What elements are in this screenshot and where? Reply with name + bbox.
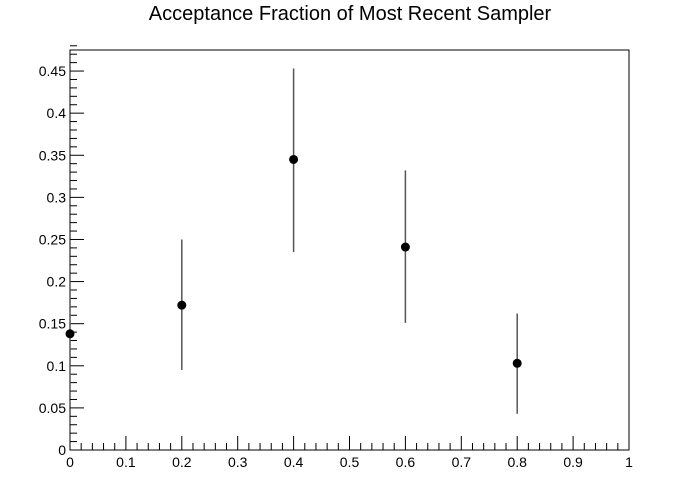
- chart-title: Acceptance Fraction of Most Recent Sampl…: [148, 3, 552, 25]
- data-point: [65, 329, 75, 339]
- y-tick-label: 0.25: [39, 231, 66, 247]
- y-tick-label: 0.3: [47, 189, 67, 205]
- x-tick-label: 0.1: [116, 454, 136, 470]
- x-tick-label: 0.7: [452, 454, 472, 470]
- x-tick-label: 0.9: [563, 454, 583, 470]
- y-tick-label: 0.45: [39, 63, 66, 79]
- x-tick-label: 0.8: [507, 454, 527, 470]
- data-point-group: [512, 313, 522, 414]
- data-point-group: [65, 277, 75, 392]
- x-tick-label: 0.6: [396, 454, 416, 470]
- y-tick-label: 0: [58, 442, 66, 458]
- data-point: [512, 358, 522, 368]
- axis-tick-labels: 0 0.1 0.2 0.3 0.4 0.5 0.6 0.7 0.8 0.9 1 0 0.05 0.1 0.1…: [39, 63, 633, 470]
- data-point: [400, 242, 410, 252]
- x-tick-label: 0.4: [284, 454, 304, 470]
- y-tick-label: 0.05: [39, 400, 66, 416]
- axis-ticks: [69, 45, 630, 451]
- y-tick-label: 0.15: [39, 316, 66, 332]
- y-tick-label: 0.2: [47, 274, 67, 290]
- x-tick-label: 0.2: [172, 454, 192, 470]
- data-marks: [65, 68, 522, 414]
- y-tick-label: 0.35: [39, 147, 66, 163]
- data-point: [289, 154, 299, 164]
- x-tick-label: 0: [66, 454, 74, 470]
- plot-frame: [69, 49, 630, 451]
- y-tick-label: 0.1: [47, 358, 67, 374]
- data-point-group: [177, 239, 187, 370]
- data-point-group: [400, 170, 410, 323]
- x-tick-label: 1: [625, 454, 633, 470]
- data-point: [177, 300, 187, 310]
- data-point-group: [289, 68, 299, 253]
- x-tick-label: 0.3: [228, 454, 248, 470]
- y-tick-label: 0.4: [47, 105, 67, 121]
- x-tick-label: 0.5: [340, 454, 360, 470]
